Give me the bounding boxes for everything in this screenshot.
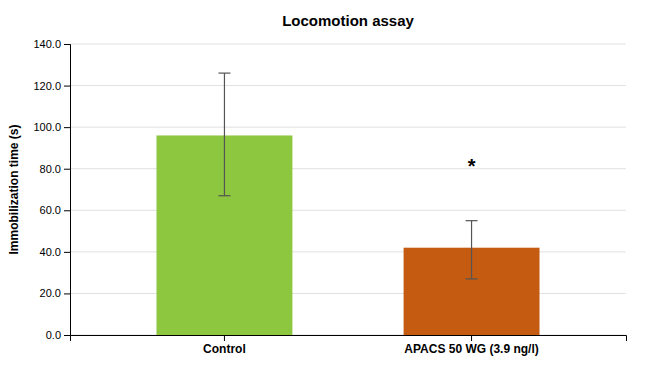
tick-mark — [64, 127, 70, 128]
error-cap-upper — [466, 220, 478, 221]
error-stem — [224, 73, 225, 196]
error-stem — [471, 221, 472, 279]
marks — [156, 73, 539, 335]
y-axis: 0.0 20.0 40.0 60.0 80.0 100.0 120.0 140.0 — [33, 38, 70, 341]
grid — [70, 44, 626, 335]
tick-label: APACS 50 WG (3.9 ng/l) — [404, 342, 538, 356]
tick-label: 120.0 — [33, 80, 61, 92]
tick-label: 100.0 — [33, 121, 61, 133]
chart: 0.0 20.0 40.0 60.0 80.0 100.0 120.0 140.0 Contro… — [0, 0, 646, 377]
tick-mark — [64, 86, 70, 87]
grid-line — [70, 293, 626, 294]
grid-line — [70, 85, 626, 86]
plot: 0.0 20.0 40.0 60.0 80.0 100.0 120.0 140.0 Contro… — [33, 38, 626, 356]
tick: Control — [203, 335, 246, 356]
tick-label: Control — [203, 342, 246, 356]
error-cap-lower — [466, 278, 478, 279]
tick: 0.0 — [46, 329, 70, 341]
axis-line — [71, 336, 627, 342]
annotation: * — [468, 155, 476, 177]
tick-label: 0.0 — [46, 329, 61, 341]
tick: 120.0 — [33, 80, 70, 92]
tick-mark — [64, 169, 70, 170]
grid-line — [70, 251, 626, 252]
tick-label: 20.0 — [40, 287, 61, 299]
tick-mark — [224, 335, 225, 341]
tick-label: 60.0 — [40, 204, 61, 216]
grid-line — [70, 44, 626, 45]
tick-mark — [64, 293, 70, 294]
tick-label: 140.0 — [33, 38, 61, 50]
tick-mark — [471, 335, 472, 341]
tick: 80.0 — [40, 163, 70, 175]
tick-mark — [64, 44, 70, 45]
tick: APACS 50 WG (3.9 ng/l) — [404, 335, 538, 356]
tick-label: 40.0 — [40, 246, 61, 258]
title: Locomotion assay — [282, 12, 414, 29]
tick: 140.0 — [33, 38, 70, 50]
error-cap-lower — [218, 195, 230, 196]
error-bar — [466, 221, 478, 279]
tick: 100.0 — [33, 121, 70, 133]
tick-mark — [64, 210, 70, 211]
y-axis-title: Immobilization time (s) — [7, 124, 21, 254]
tick: 60.0 — [40, 204, 70, 216]
axis-line — [64, 45, 71, 336]
tick-mark — [64, 252, 70, 253]
grid-line — [70, 127, 626, 128]
tick: 20.0 — [40, 287, 70, 299]
grid-line — [70, 210, 626, 211]
tick-mark — [64, 335, 70, 336]
error-bar — [218, 73, 230, 196]
tick: 40.0 — [40, 246, 70, 258]
tick-label: 80.0 — [40, 163, 61, 175]
grid-line — [70, 168, 626, 169]
error-cap-upper — [218, 72, 230, 73]
x-axis: Control APACS 50 WG (3.9 ng/l) — [71, 335, 627, 356]
